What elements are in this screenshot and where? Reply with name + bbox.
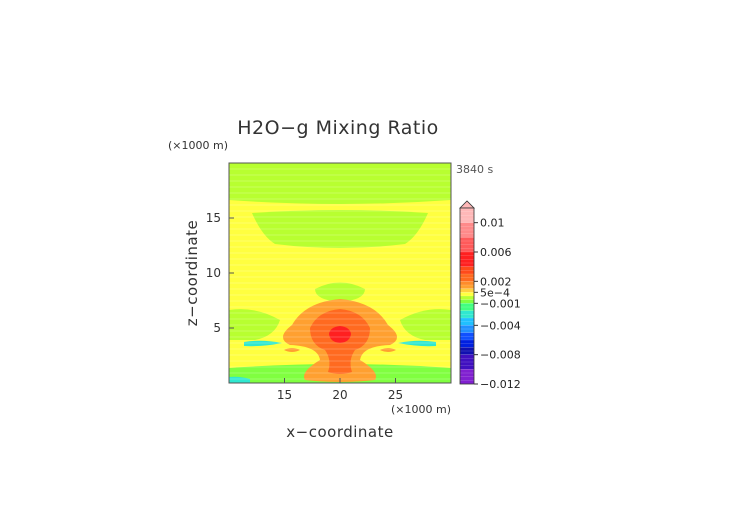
y-axis-label: z−coordinate [183, 220, 201, 326]
y-axis: 5 10 15 [206, 211, 234, 335]
y-tick-label: 5 [213, 321, 221, 335]
colorbar-swatch [460, 347, 474, 355]
region-low-cyan-left [244, 340, 282, 347]
shading-grid-lines [229, 168, 451, 380]
region-small-orange-left [284, 348, 300, 352]
region-upper-green-band [252, 210, 428, 248]
colorbar-swatch [460, 325, 474, 333]
colorbar-swatch [460, 303, 474, 311]
colorbar-tick-label: 0.002 [480, 275, 512, 288]
y-tick-label: 10 [206, 266, 221, 280]
colorbar-swatch [460, 299, 474, 304]
colorbar-swatch [460, 237, 474, 252]
y-tick-label: 15 [206, 211, 221, 225]
x-tick-label: 25 [388, 388, 403, 402]
colorbar-tick-label: −0.004 [480, 319, 521, 332]
chart-title: H2O−g Mixing Ratio [237, 117, 438, 139]
colorbar-swatch [460, 369, 474, 384]
colorbar-tick-label: 0.01 [480, 217, 505, 230]
colorbar-swatch [460, 318, 474, 326]
colorbar-swatch [460, 266, 474, 274]
colorbar-swatch [460, 222, 474, 238]
region-small-orange-right [380, 348, 396, 352]
colorbar-swatch [460, 252, 474, 267]
plot-area [228, 162, 452, 384]
time-label: 3840 s [456, 163, 493, 176]
region-side-green-right [400, 309, 451, 340]
x-axis-label: x−coordinate [286, 423, 393, 441]
colorbar-swatch [460, 310, 474, 318]
colorbar-swatch [460, 274, 474, 282]
region-surface-cyan [229, 376, 250, 383]
colorbar-swatch [460, 292, 474, 296]
x-unit-label: (×1000 m) [391, 403, 451, 416]
colorbar-swatch [460, 285, 474, 289]
region-small-green-blob [315, 282, 365, 302]
y-unit-label: (×1000 m) [168, 139, 228, 152]
region-low-cyan-right [398, 340, 436, 347]
region-core-max [329, 326, 351, 343]
x-tick-label: 20 [332, 388, 347, 402]
colorbar-tick-label: 5e−4 [480, 286, 510, 299]
colorbar-swatch [460, 281, 474, 285]
colorbar-tick-label: −0.001 [480, 297, 521, 310]
colorbar-swatch [460, 208, 474, 223]
region-side-green-left [229, 309, 280, 340]
colorbar-extend-arrow [459, 200, 475, 209]
colorbar-swatch [460, 354, 474, 370]
colorbar-tick-label: −0.012 [480, 378, 521, 391]
colorbar-frame [459, 207, 475, 385]
region-top-green-band [229, 163, 451, 204]
colorbar-swatch [460, 296, 474, 300]
colorbar-swatch [460, 332, 474, 340]
colorbar-tick-label: −0.008 [480, 349, 521, 362]
x-tick-label: 15 [277, 388, 292, 402]
colorbar-swatch [460, 288, 474, 293]
colorbar-tick-label: 0.006 [480, 246, 512, 259]
x-axis: 15 20 25 [277, 378, 403, 402]
colorbar-swatch [460, 340, 474, 348]
